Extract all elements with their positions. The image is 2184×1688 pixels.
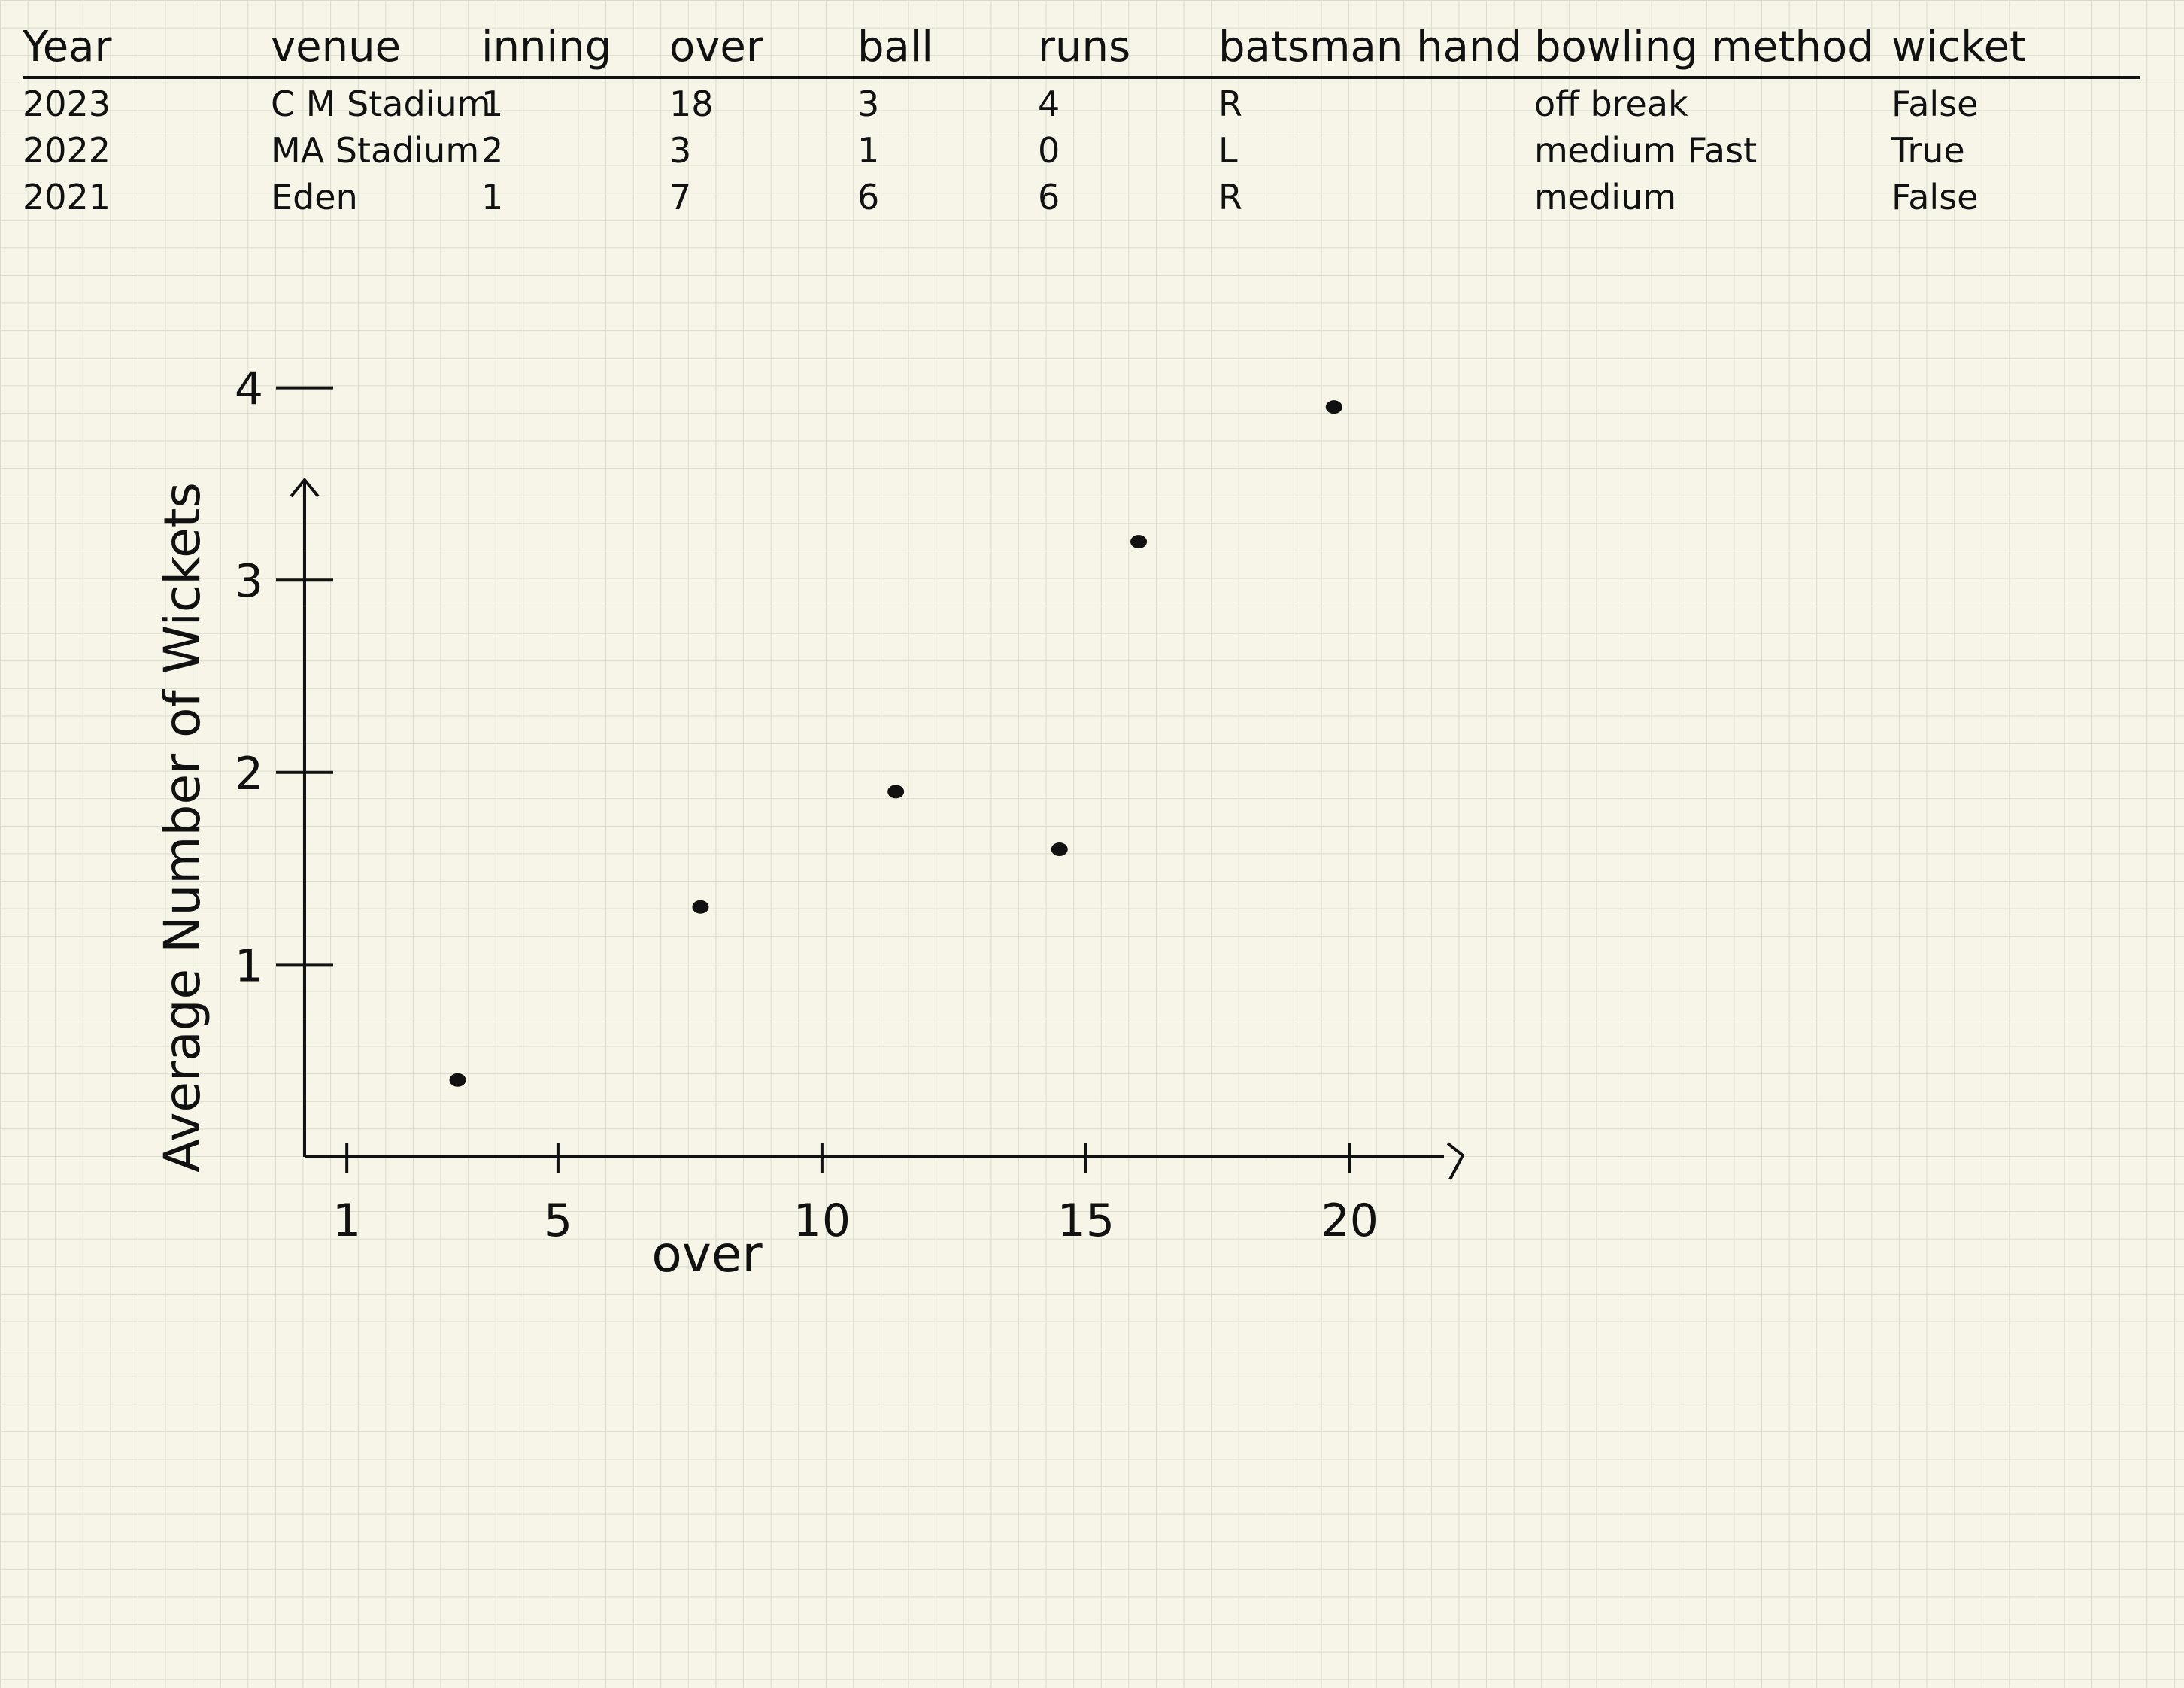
table-cell: 2022 [23,130,111,171]
y-tick-label: 2 [235,748,263,800]
table-cell: 18 [669,83,714,124]
data-point [449,1073,466,1087]
column-header: ball [857,23,1038,79]
table-cell: 7 [669,177,692,217]
table-cell: 3 [669,130,692,171]
table-cell: L [1218,130,1238,171]
table-cell: R [1218,83,1242,124]
y-axis-arrowhead [290,477,320,498]
table-cell: 1 [481,177,504,217]
table-cell: False [1891,83,1979,124]
table-cell: 6 [1038,177,1060,217]
table-cell: 1 [481,83,504,124]
table-cell: 4 [1038,83,1060,124]
table-header-row: Year venue inning over ball runs batsman hand b… [23,23,2140,79]
table-cell: medium Fast [1534,130,1758,171]
x-tick-label: 15 [1057,1195,1115,1247]
column-header: venue [271,23,481,79]
column-header: wicket [1891,23,2140,79]
column-header: inning [481,23,669,79]
x-tick-label: 1 [332,1195,361,1247]
data-point [1130,535,1148,549]
table-cell: 6 [857,177,880,217]
y-axis-label: Average Number of Wickets [153,482,211,1173]
table-cell: 1 [857,130,880,171]
column-header: over [669,23,857,79]
column-header: batsman hand [1218,23,1534,79]
table-cell: 3 [857,83,880,124]
data-point [887,785,905,799]
column-header: bowling method [1534,23,1891,79]
table-cell: R [1218,177,1242,217]
table-cell: 2023 [23,83,111,124]
data-point [1325,400,1342,414]
data-table: Year venue inning over ball runs batsman hand b… [23,23,2140,219]
column-header: runs [1038,23,1218,79]
data-point [692,900,709,914]
table-cell: Eden [271,177,358,217]
table-cell: off break [1534,83,1688,124]
x-tick-label: 10 [793,1195,851,1247]
table-cell: 2 [481,130,504,171]
y-tick-label: 1 [235,940,263,992]
x-ticks: 1 5 10 15 20 [332,1143,1379,1247]
x-axis-arrowhead [1446,1142,1465,1180]
y-tick-label: 3 [235,555,263,608]
table-cell: 0 [1038,130,1060,171]
x-tick-label: 20 [1321,1195,1379,1247]
data-point [1051,842,1068,857]
table-cell: MA Stadium [271,130,480,171]
y-ticks: 1 2 3 4 [235,363,333,992]
table-cell: False [1891,177,1979,217]
table-cell: 2021 [23,177,111,217]
x-axis-label: over [651,1225,763,1283]
table-cell: medium [1534,177,1677,217]
data-points [449,400,1342,1087]
table-cell: True [1891,130,1965,171]
x-tick-label: 5 [544,1195,572,1247]
column-header: Year [23,23,271,79]
y-tick-label: 4 [235,363,263,416]
table-cell: C M Stadium [271,83,491,124]
